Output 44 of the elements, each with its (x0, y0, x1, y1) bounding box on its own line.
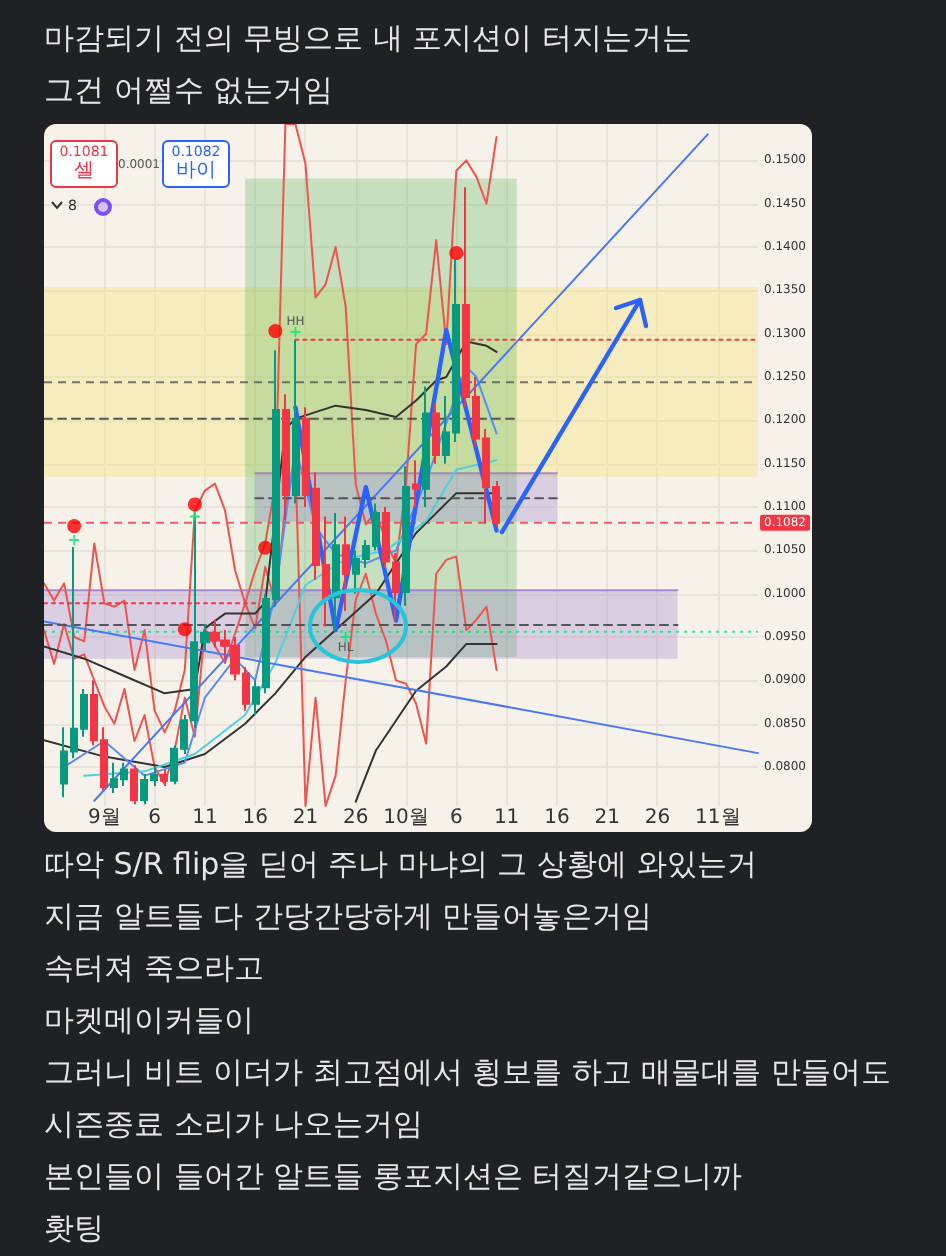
candlestick (412, 459, 420, 509)
text: 마켓메이커들이 (44, 1000, 256, 1042)
x-tick-label: 21 (594, 807, 620, 829)
candlestick (282, 393, 290, 522)
text: 시즌종료 소리가 나오는거임 (44, 1104, 426, 1146)
chart-title: 마감되기 전의 무빙으로 내 포지션이 터지는거는 그건 어쩔수 없는거임 (44, 18, 692, 112)
x-tick-label: 16 (242, 807, 268, 829)
line-series (83, 459, 498, 777)
point (268, 324, 283, 339)
point (187, 497, 202, 512)
x-tick-label: 16 (544, 807, 570, 829)
point (290, 326, 301, 337)
candlestick (332, 512, 340, 632)
point (189, 511, 200, 522)
point (340, 632, 351, 643)
candlestick (402, 465, 410, 607)
x-tick-label: 26 (343, 807, 369, 829)
x-tick-label: 6 (449, 807, 463, 829)
text: 그러니 비트 이더가 최고점에서 횡보를 하고 매물대를 만들어도 (44, 1052, 891, 1094)
line-series (354, 642, 498, 803)
candlestick (160, 768, 168, 788)
point (449, 246, 464, 261)
x-tick-label: 6 (148, 807, 161, 829)
text: 지금 알트들 다 간당간당하게 만들어놓은거임 (44, 896, 655, 938)
candlestick (422, 385, 430, 509)
x-tick-label: 9월 (87, 807, 121, 829)
candlestick (292, 338, 300, 505)
candlestick (130, 764, 138, 806)
candlestick (432, 402, 440, 465)
text: 홧팅 (44, 1208, 106, 1250)
point (258, 540, 273, 555)
x-tick-label: 11 (493, 807, 520, 829)
x-tick-label: 11 (192, 807, 218, 829)
point (67, 519, 82, 534)
x-tick-label: 26 (644, 807, 671, 829)
x-tick-label: 10월 (383, 807, 429, 829)
x-tick-label: 11월 (695, 807, 741, 829)
point (69, 534, 80, 545)
text: 본인들이 들어간 알트들 롱포지션은 터질거같으니까 (44, 1156, 745, 1198)
x-tick-label: 21 (292, 807, 319, 829)
text: 속터져 죽으라고 (44, 948, 266, 990)
line-series (44, 492, 498, 768)
text: 따악 S/R flip을 딛어 주나 마냐의 그 상황에 와있는거 (44, 844, 759, 886)
point (177, 622, 192, 637)
